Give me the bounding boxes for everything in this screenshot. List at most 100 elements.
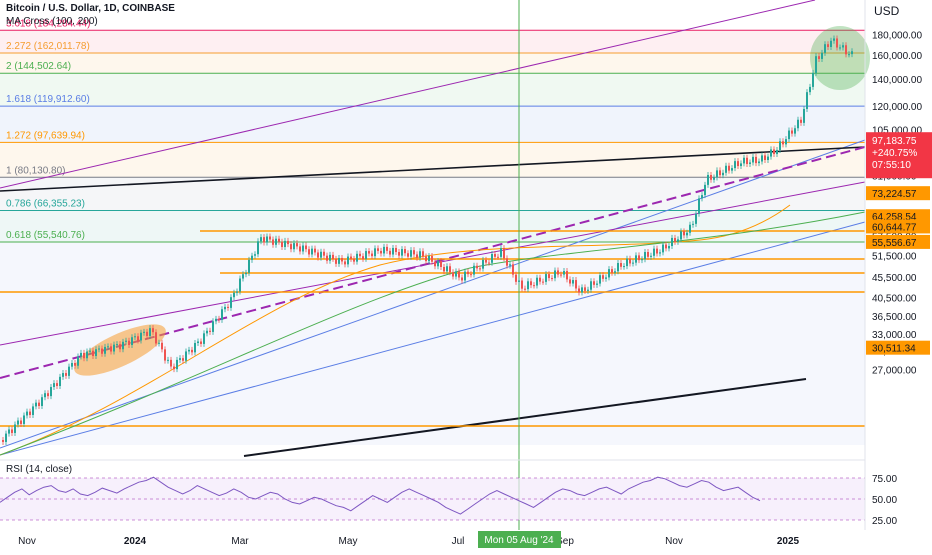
candle [224, 306, 226, 310]
candle [41, 397, 43, 406]
candle [383, 246, 385, 254]
candle [521, 280, 523, 289]
candle [770, 149, 772, 157]
crosshair-date-label: Mon 05 Aug '24 [484, 535, 554, 546]
candle [422, 251, 424, 257]
currency-label[interactable]: USD [874, 4, 900, 18]
candle [479, 268, 481, 270]
candle [539, 277, 541, 282]
candle [803, 108, 805, 123]
candle [668, 246, 670, 249]
candle [131, 337, 133, 345]
candle [194, 342, 196, 353]
fib-label: 1.272 (97,639.94) [6, 130, 85, 141]
candle [512, 264, 514, 275]
candle [59, 376, 61, 386]
price-tick-label: 45,500.00 [872, 273, 917, 284]
current-price-label: 97,183.75 [872, 136, 917, 147]
candle [146, 331, 148, 336]
candle [113, 344, 115, 352]
candle [8, 429, 10, 434]
candle [614, 271, 616, 273]
candle [122, 341, 124, 350]
price-tick-label: 105,000.00 [872, 126, 922, 137]
candle [44, 393, 46, 398]
candle [836, 38, 838, 48]
level-price-label: 60,644.77 [872, 222, 917, 233]
date-tick-label: Nov [665, 536, 683, 547]
candle [206, 330, 208, 334]
candle [533, 285, 535, 287]
candle [599, 275, 601, 284]
candle [17, 420, 19, 425]
price-tick-label: 33,000.00 [872, 330, 917, 341]
candle [329, 254, 331, 261]
candle [617, 263, 619, 272]
candle [560, 274, 562, 276]
candle [86, 351, 88, 359]
candle [488, 262, 490, 264]
candle [263, 237, 265, 243]
candle [485, 259, 487, 263]
candle [773, 149, 775, 155]
candle [779, 141, 781, 150]
candle [431, 255, 433, 262]
candle [443, 266, 445, 272]
candle [800, 119, 802, 123]
candle [821, 52, 823, 59]
candle [632, 262, 634, 264]
candle [638, 255, 640, 261]
candle [788, 130, 790, 140]
candle [767, 156, 769, 160]
candle [707, 174, 709, 185]
candle [272, 239, 274, 245]
date-tick-label: Jul [452, 536, 465, 547]
candle [797, 119, 799, 129]
price-tick-label: 27,000.00 [872, 365, 917, 376]
candle [476, 265, 478, 269]
candle [602, 275, 604, 279]
candle [686, 232, 688, 236]
candle [545, 274, 547, 282]
candle [725, 165, 727, 173]
candle [101, 348, 103, 354]
candle [116, 344, 118, 346]
level-price-badge [866, 340, 930, 355]
candle [215, 318, 217, 322]
candle [623, 266, 625, 268]
candle [644, 252, 646, 260]
candle [221, 309, 223, 320]
candle [746, 157, 748, 164]
candle [323, 251, 325, 256]
candle [74, 362, 76, 366]
candle [437, 261, 439, 267]
candle [569, 279, 571, 284]
candle [248, 259, 250, 273]
candle [305, 245, 307, 250]
candle [269, 236, 271, 240]
candle [740, 163, 742, 167]
price-tick-label: 51,500.00 [872, 251, 917, 262]
candle [326, 255, 328, 261]
candle [818, 56, 820, 59]
level-price-badge [866, 234, 930, 249]
candle [635, 255, 637, 263]
fib-label: 0.618 (55,540.76) [6, 230, 85, 241]
fib-label: 0.786 (66,355.23) [6, 199, 85, 210]
candle [77, 356, 79, 366]
candle [455, 271, 457, 277]
candle [812, 72, 814, 87]
candle [749, 162, 751, 164]
ma-100-line [0, 204, 791, 456]
candle [461, 277, 463, 281]
candle [47, 393, 49, 397]
candle [149, 328, 151, 336]
candle [692, 223, 694, 225]
price-tick-label: 140,000.00 [872, 75, 922, 86]
candle [401, 249, 403, 256]
candle [551, 278, 553, 280]
candle [566, 271, 568, 280]
candle [278, 238, 280, 242]
candle [650, 255, 652, 257]
